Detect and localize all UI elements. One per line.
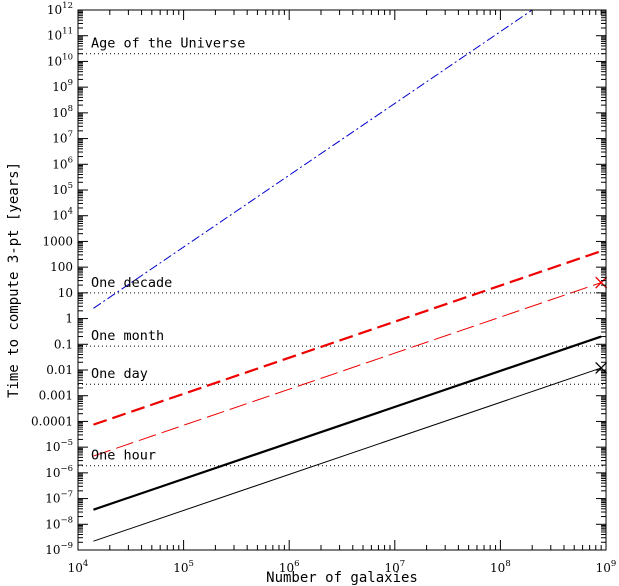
x-tick-label: 105 <box>173 559 194 575</box>
reference-label: One decade <box>91 275 172 291</box>
reference-label: One month <box>91 328 164 344</box>
x-marker <box>595 276 608 289</box>
y-tick-label: 106 <box>52 155 73 171</box>
series-line <box>93 282 602 457</box>
tick-labels: 104 105 106 107 108 109 1012 1011 1010 109 108 107 1… <box>31 1 616 575</box>
y-tick-label: 0.01 <box>46 363 73 377</box>
series-line <box>93 10 533 309</box>
y-tick-label: 0.1 <box>54 337 73 351</box>
reference-lines <box>78 53 606 467</box>
series-line <box>93 335 602 511</box>
series-lines <box>93 10 602 542</box>
y-axis-label: Time to compute 3-pt [years] <box>6 162 22 398</box>
markers <box>595 276 608 374</box>
y-tick-label: 1 <box>65 312 73 326</box>
y-tick-label: 10−8 <box>45 515 73 531</box>
x-tick-label: 106 <box>279 559 300 575</box>
y-tick-label: 0.0001 <box>31 414 73 428</box>
y-tick-label: 10−5 <box>45 438 73 454</box>
plot-frame <box>77 9 607 551</box>
reference-labels: Age of the Universe One decade One month On… <box>91 36 245 464</box>
y-tick-label: 10−6 <box>45 464 73 480</box>
x-tick-label: 107 <box>384 559 405 575</box>
y-tick-label: 105 <box>52 181 73 197</box>
y-tick-label: 10 <box>58 286 73 300</box>
series-line <box>93 250 602 426</box>
x-tick-label: 108 <box>490 559 511 575</box>
y-tick-label: 107 <box>52 130 73 146</box>
x-tick-label: 104 <box>68 559 89 575</box>
y-tick-label: 0.001 <box>39 389 73 403</box>
y-tick-label: 10−9 <box>45 541 73 557</box>
y-tick-label: 1000 <box>42 234 73 248</box>
y-tick-label: 1011 <box>47 27 73 43</box>
y-tick-label: 1010 <box>47 52 73 68</box>
reference-label: Age of the Universe <box>91 36 245 52</box>
x-marker <box>595 362 608 374</box>
y-tick-label: 109 <box>52 78 73 94</box>
reference-label: One day <box>91 366 148 382</box>
axis-ticks <box>77 9 607 551</box>
y-tick-label: 100 <box>50 260 73 274</box>
reference-label: One hour <box>91 448 156 464</box>
y-tick-label: 108 <box>52 104 73 120</box>
y-tick-label: 104 <box>52 207 73 223</box>
y-tick-label: 10−7 <box>45 490 73 506</box>
x-axis-label: Number of galaxies <box>266 570 418 586</box>
series-line <box>93 367 602 542</box>
y-tick-label: 1012 <box>47 1 73 17</box>
x-tick-label: 109 <box>596 559 617 575</box>
